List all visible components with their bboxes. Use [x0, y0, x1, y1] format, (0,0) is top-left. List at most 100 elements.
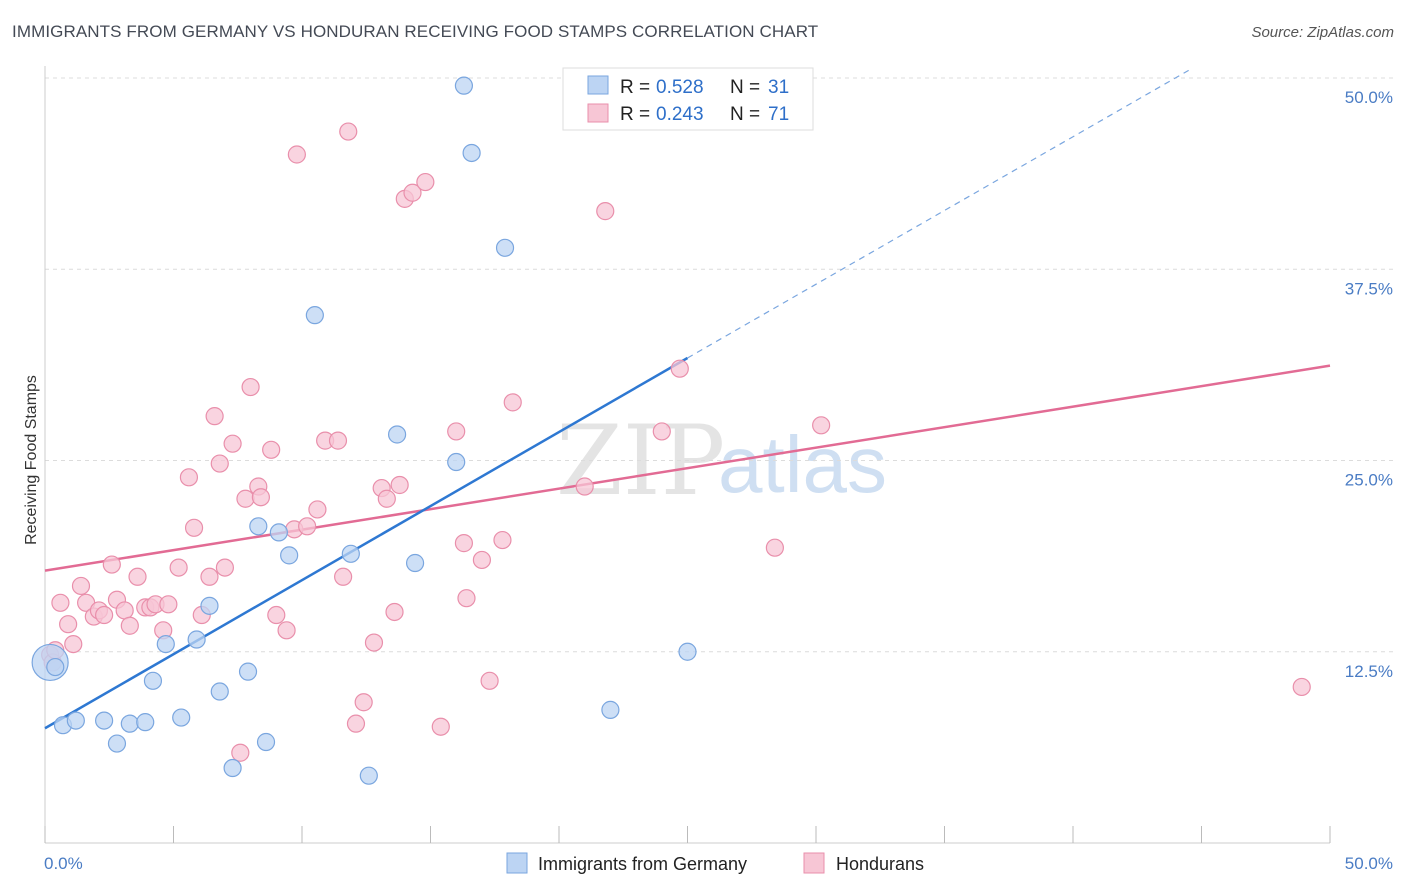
hondurans-point-10 [95, 605, 114, 625]
germany-point-14 [238, 662, 258, 681]
hondurans-point-37 [277, 621, 296, 640]
hondurans-point-56 [447, 422, 466, 441]
series-legend-hondurans: Hondurans [836, 854, 924, 874]
chart-title: IMMIGRANTS FROM GERMANY VS HONDURAN RECE… [12, 22, 819, 41]
germany-point-13 [223, 758, 242, 778]
hondurans-point-55 [431, 717, 450, 736]
x-tick-label-min: 0.0% [44, 854, 83, 873]
hondurans-point-53 [403, 183, 422, 202]
hondurans-point-63 [575, 477, 594, 496]
hondurans-point-14 [120, 616, 139, 635]
hondurans-point-44 [339, 122, 358, 141]
hondurans-point-61 [493, 530, 512, 550]
hondurans-point-32 [241, 377, 260, 397]
hondurans-point-4 [59, 615, 78, 634]
hondurans-point-64 [596, 202, 615, 221]
series-legend: Immigrants from Germany Hondurans [506, 852, 924, 874]
germany-point-10 [187, 630, 206, 649]
germany-point-6 [136, 713, 155, 732]
legend-n-value-blue: 31 [768, 77, 789, 98]
y-tick-label-0: 12.5% [1345, 662, 1393, 681]
germany-point-24 [447, 452, 466, 472]
germany-trend-extension [687, 69, 1189, 359]
legend-n-label-pink: N = [730, 104, 760, 125]
hondurans-point-28 [215, 558, 234, 577]
germany-point-8 [156, 634, 175, 654]
germany-point-18 [280, 546, 299, 565]
hondurans-point-42 [328, 431, 348, 450]
legend-swatch-pink [587, 103, 609, 123]
hondurans-point-69 [1292, 677, 1311, 697]
hondurans-point-34 [251, 488, 270, 507]
germany-point-29 [678, 642, 697, 661]
hondurans-point-6 [71, 576, 91, 596]
stats-legend: R = 0.528 N = 31 R = 0.243 N = 71 [562, 67, 814, 131]
hondurans-point-29 [223, 434, 242, 453]
hondurans-point-45 [346, 714, 366, 733]
germany-point-16 [256, 732, 276, 752]
gridlines [45, 77, 1393, 653]
hondurans-point-3 [51, 593, 70, 612]
hondurans-point-65 [652, 422, 671, 441]
hondurans-point-20 [159, 595, 178, 614]
hondurans-point-68 [812, 416, 831, 435]
hondurans-point-5 [64, 634, 83, 654]
legend-n-value-pink: 71 [768, 104, 789, 125]
source-label: Source: ZipAtlas.com [1251, 24, 1394, 41]
series-legend-swatch-hondurans [803, 852, 825, 874]
germany-point-5 [120, 714, 139, 733]
y-tick-labels: 12.5% 25.0% 37.5% 50.0% [1345, 88, 1393, 681]
hondurans-point-43 [334, 567, 353, 586]
hondurans-point-35 [262, 440, 281, 459]
germany-point-22 [387, 425, 407, 444]
legend-r-value-blue: 0.528 [656, 77, 704, 98]
axes [44, 66, 1331, 844]
germany-point-30 [46, 657, 65, 677]
hondurans-point-39 [298, 517, 317, 536]
legend-r-label-pink: R = [620, 104, 650, 125]
hondurans-point-51 [390, 475, 409, 495]
hondurans-point-57 [454, 534, 474, 553]
hondurans-point-31 [236, 489, 255, 508]
germany-point-28 [601, 700, 620, 719]
hondurans-point-70 [287, 145, 306, 164]
y-tick-label-3: 50.0% [1345, 88, 1393, 107]
hondurans-point-66 [670, 359, 689, 378]
hondurans-point-30 [231, 743, 250, 762]
germany-point-11 [200, 596, 219, 615]
hondurans-point-62 [503, 393, 522, 412]
hondurans-point-60 [480, 671, 499, 690]
hondurans-point-27 [210, 454, 229, 473]
hondurans-point-59 [472, 550, 491, 570]
hondurans-point-54 [416, 172, 435, 192]
trend-lines [44, 69, 1331, 730]
germany-point-27 [495, 238, 515, 257]
watermark-atlas: atlas [718, 420, 887, 509]
hondurans-point-11 [102, 555, 121, 574]
hondurans-point-22 [179, 468, 199, 487]
germany-point-15 [249, 517, 268, 536]
hondurans-point-21 [169, 558, 188, 577]
series-legend-germany: Immigrants from Germany [538, 854, 747, 874]
hondurans-point-58 [457, 589, 476, 608]
hondurans-point-47 [364, 633, 384, 652]
series-legend-swatch-germany [506, 852, 528, 874]
hondurans-point-26 [205, 407, 224, 426]
germany-point-12 [210, 682, 229, 701]
hondurans-point-40 [308, 500, 327, 519]
germany-point-2 [66, 711, 85, 730]
x-tick-label-max: 50.0% [1345, 854, 1393, 873]
germany-point-19 [305, 306, 324, 325]
legend-n-label-blue: N = [730, 77, 760, 98]
hondurans-point-50 [385, 602, 404, 622]
germany-point-26 [462, 143, 481, 163]
hondurans-point-23 [184, 518, 204, 537]
germany-point-25 [454, 76, 474, 95]
hondurans-point-25 [200, 567, 219, 586]
y-tick-label-2: 37.5% [1345, 279, 1393, 298]
y-tick-label-1: 25.0% [1345, 471, 1393, 490]
hondurans-point-15 [128, 567, 147, 586]
germany-point-20 [341, 544, 360, 563]
hondurans-point-67 [765, 538, 784, 557]
